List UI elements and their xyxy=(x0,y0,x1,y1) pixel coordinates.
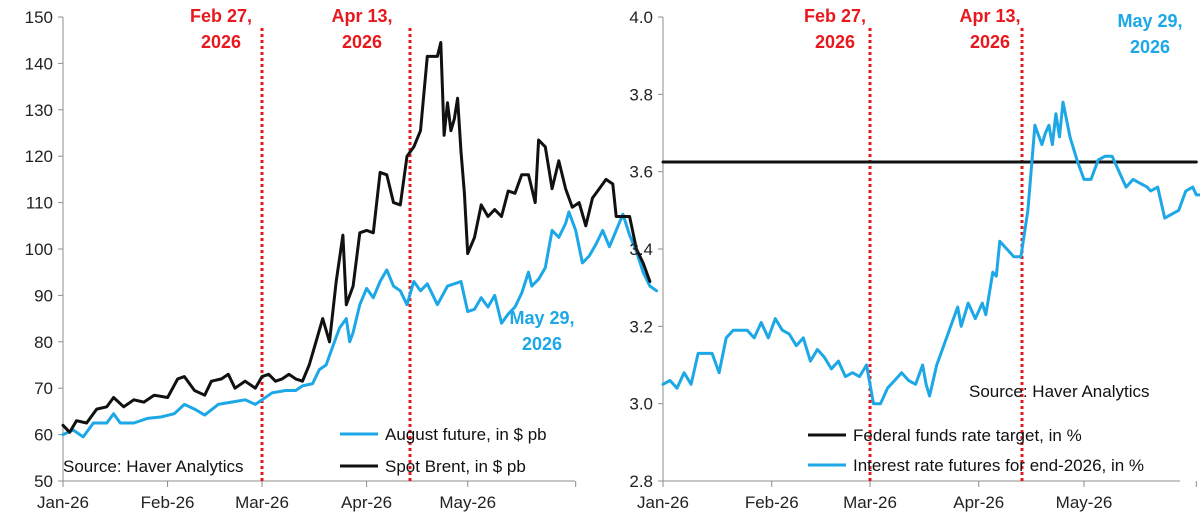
x-tick-label: May-26 xyxy=(1056,493,1113,512)
y-tick-label: 70 xyxy=(34,379,53,398)
legend-label: Spot Brent, in $ pb xyxy=(385,457,526,476)
event-annotation: May 29, xyxy=(509,308,574,328)
y-tick-label: 4.0 xyxy=(629,8,653,27)
event-annotation: Feb 27, xyxy=(190,6,252,26)
legend-label: Interest rate futures for end-2026, in % xyxy=(853,456,1144,475)
y-tick-label: 3.0 xyxy=(629,395,653,414)
series-line-1 xyxy=(661,100,1200,406)
event-annotation: 2026 xyxy=(342,32,382,52)
y-tick-label: 140 xyxy=(25,54,53,73)
x-tick-label: Apr-26 xyxy=(953,493,1004,512)
event-annotation: Feb 27, xyxy=(804,6,866,26)
x-tick-label: Mar-26 xyxy=(235,493,289,512)
event-annotation: 2026 xyxy=(970,32,1010,52)
y-tick-label: 3.2 xyxy=(629,317,653,336)
y-tick-label: 50 xyxy=(34,472,53,491)
y-tick-label: 130 xyxy=(25,101,53,120)
y-tick-label: 3.8 xyxy=(629,85,653,104)
y-tick-label: 120 xyxy=(25,147,53,166)
event-annotation: 2026 xyxy=(1130,37,1170,57)
event-annotation: 2026 xyxy=(815,32,855,52)
x-tick-label: Jan-26 xyxy=(37,493,89,512)
y-tick-label: 100 xyxy=(25,240,53,259)
brent-price-chart: 50 60 70 80 90 100 110 120 130 140 150 Jan-26 Feb-26… xyxy=(25,6,659,512)
source-note: Source: Haver Analytics xyxy=(63,457,243,476)
x-tick-label: Jan-26 xyxy=(637,493,689,512)
rate-futures-chart: 2.8 3.0 3.2 3.4 3.6 3.8 4.0 Jan-26 Feb-26 Mar-26 A… xyxy=(629,6,1200,512)
y-tick-label: 150 xyxy=(25,8,53,27)
event-annotation: 2026 xyxy=(522,334,562,354)
y-tick-label: 60 xyxy=(34,426,53,445)
x-tick-label: Feb-26 xyxy=(141,493,195,512)
y-tick-label: 3.6 xyxy=(629,163,653,182)
y-tick-label: 90 xyxy=(34,286,53,305)
source-note: Source: Haver Analytics xyxy=(969,382,1149,401)
event-annotation: Apr 13, xyxy=(331,6,392,26)
legend-label: Federal funds rate target, in % xyxy=(853,426,1082,445)
x-tick-label: Feb-26 xyxy=(745,493,799,512)
y-tick-label: 110 xyxy=(26,194,53,213)
event-annotation: 2026 xyxy=(201,32,241,52)
event-annotation: Apr 13, xyxy=(959,6,1020,26)
y-tick-label: 3.4 xyxy=(629,240,653,259)
y-tick-label: 2.8 xyxy=(629,472,653,491)
x-tick-label: May-26 xyxy=(439,493,496,512)
x-tick-label: Apr-26 xyxy=(341,493,392,512)
legend-label: August future, in $ pb xyxy=(385,425,547,444)
event-annotation: May 29, xyxy=(1117,11,1182,31)
x-tick-label: Mar-26 xyxy=(843,493,897,512)
y-tick-label: 80 xyxy=(34,333,53,352)
series-line-1 xyxy=(61,41,652,434)
series-line-0 xyxy=(61,210,659,439)
